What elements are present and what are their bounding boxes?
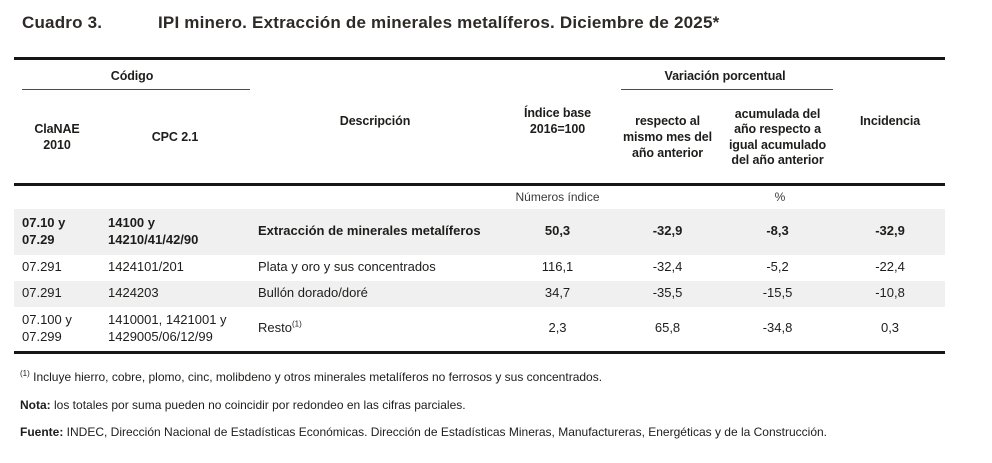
- cell-cpc: 1424203: [108, 285, 159, 301]
- units-row: Números índice %: [14, 185, 945, 209]
- table-row-resto: 07.100 y 07.299 1410001, 1421001 y 14290…: [14, 307, 945, 353]
- cell-cpc: 14100 y 14210/41/42/90: [108, 214, 199, 247]
- footnote-nota: Nota: los totales por suma pueden no coi…: [20, 398, 466, 412]
- cell-cpc: 1424101/201: [108, 259, 184, 275]
- fuente-text: INDEC, Dirección Nacional de Estadística…: [63, 425, 828, 439]
- cell-var-acumulada: -34,8: [762, 320, 793, 336]
- footnote-ref: (1): [291, 319, 302, 329]
- col-group-codigo-label: Código: [110, 69, 154, 84]
- cell-descripcion: Bullón dorado/doré: [258, 285, 368, 301]
- cell-var-mensual: -35,5: [652, 285, 683, 301]
- table-title-text: IPI minero. Extracción de minerales meta…: [158, 13, 720, 32]
- nota-text: los totales por suma pueden no coincidir…: [50, 398, 466, 412]
- nota-label: Nota:: [20, 398, 51, 412]
- cell-var-mensual: -32,4: [652, 259, 683, 275]
- cell-descripcion: Resto(1): [250, 307, 500, 353]
- cell-var-acumulada: -5,2: [766, 259, 789, 275]
- footnote-1-text: Incluye hierro, cobre, plomo, cinc, moli…: [29, 370, 603, 384]
- cell-descripcion-text: Resto: [258, 320, 292, 336]
- table-header: Código Descripción Índice base 2016=100 …: [14, 59, 946, 185]
- table-number: Cuadro 3.: [22, 13, 103, 32]
- col-header-descripcion: Descripción: [339, 113, 411, 128]
- cell-var-acumulada: -15,5: [762, 285, 793, 301]
- cell-indice: 50,3: [544, 223, 571, 239]
- cell-incidencia: -32,9: [875, 223, 905, 239]
- col-group-variacion: Variación porcentual: [615, 59, 835, 93]
- col-group-codigo: Código: [14, 59, 251, 93]
- header-group-row: Código Descripción Índice base 2016=100 …: [14, 59, 945, 136]
- cell-clanae: 07.291: [22, 259, 62, 275]
- cell-incidencia: -22,4: [875, 259, 905, 275]
- table-title: Cuadro 3. IPI minero. Extracción de miner…: [22, 13, 719, 33]
- col-header-clanae: ClaNAE 2010: [34, 122, 80, 152]
- cell-var-mensual: 65,8: [654, 320, 681, 336]
- units-percent: %: [774, 190, 786, 205]
- cell-descripcion: Plata y oro y sus concentrados: [258, 259, 436, 275]
- header-sub-row: ClaNAE 2010 CPC 2.1 respecto al mismo me…: [14, 93, 945, 185]
- cell-incidencia: -10,8: [875, 285, 905, 301]
- cell-clanae: 07.291: [22, 285, 62, 301]
- cell-cpc: 1410001, 1421001 y 1429005/06/12/99: [108, 311, 227, 344]
- ipi-minero-table: Código Descripción Índice base 2016=100 …: [14, 57, 946, 354]
- table-row-bullon: 07.291 1424203 Bullón dorado/doré 34,7 -…: [14, 280, 946, 307]
- col-header-indice-base: Índice base 2016=100: [524, 105, 592, 136]
- cell-clanae: 07.100 y 07.299: [22, 311, 72, 344]
- footnote-1: (1) Incluye hierro, cobre, plomo, cinc, …: [20, 369, 603, 385]
- col-header-acumulada: acumulada del año respecto a igual acumu…: [728, 106, 827, 168]
- cell-indice: 2,3: [548, 320, 567, 336]
- cell-indice: 34,7: [544, 285, 571, 301]
- col-group-variacion-label: Variación porcentual: [664, 69, 786, 84]
- cell-var-acumulada: -8,3: [766, 223, 789, 239]
- col-header-incidencia: Incidencia: [859, 113, 921, 128]
- cell-descripcion: Extracción de minerales metalíferos: [258, 223, 481, 239]
- fuente-label: Fuente:: [20, 425, 64, 439]
- cell-incidencia: 0,3: [880, 320, 900, 336]
- cell-indice: 116,1: [541, 259, 574, 275]
- footnote-1-marker: (1): [20, 369, 30, 378]
- table-row-plata-oro: 07.291 1424101/201 Plata y oro y sus con…: [14, 255, 945, 281]
- table-body: Números índice % 07.10 y 07.29 14100 y 1…: [14, 185, 946, 353]
- table-row-extraccion: 07.10 y 07.29 14100 y 14210/41/42/90 Ext…: [14, 208, 946, 255]
- units-numeros-indice: Números índice: [515, 190, 600, 205]
- footnote-fuente: Fuente: INDEC, Dirección Nacional de Est…: [20, 425, 827, 439]
- cell-clanae: 07.10 y 07.29: [22, 214, 66, 247]
- col-header-respecto: respecto al mismo mes del año anterior: [623, 114, 713, 160]
- cell-var-mensual: -32,9: [652, 223, 683, 239]
- units-empty-cell: [14, 185, 500, 209]
- col-header-cpc: CPC 2.1: [151, 129, 199, 144]
